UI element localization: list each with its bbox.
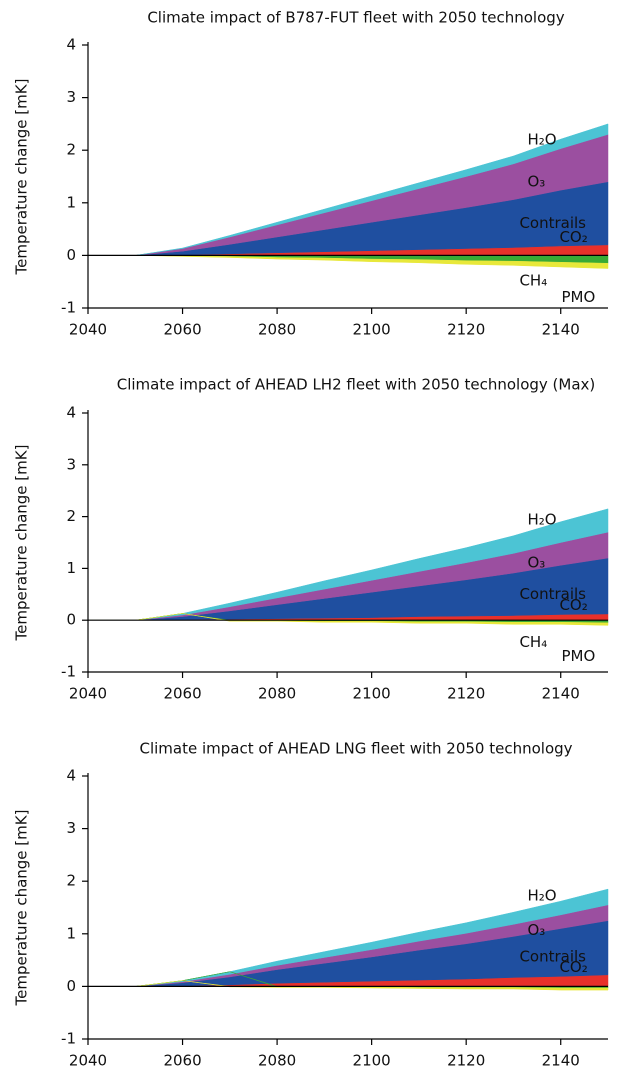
y-tick-label: 1	[66, 559, 76, 577]
y-tick-label: 4	[66, 404, 76, 422]
x-tick-label: 2140	[542, 321, 580, 339]
x-tick-label: 2040	[69, 321, 107, 339]
x-tick-label: 2100	[353, 1052, 391, 1070]
y-axis-label: Temperature change [mK]	[13, 79, 31, 276]
series-label: CO₂	[559, 228, 587, 246]
series-label: CH₄	[519, 272, 547, 290]
x-tick-label: 2100	[353, 321, 391, 339]
series-label: H₂O	[527, 510, 556, 528]
y-tick-label: 3	[66, 88, 76, 106]
y-tick-label: 4	[66, 36, 76, 54]
series-label: PMO	[561, 288, 595, 306]
x-tick-label: 2120	[447, 1052, 485, 1070]
y-axis-label: Temperature change [mK]	[13, 445, 31, 642]
x-tick-label: 2140	[542, 685, 580, 703]
area-band	[88, 255, 609, 269]
x-tick-label: 2080	[258, 1052, 296, 1070]
area-band	[88, 971, 609, 989]
area-band	[88, 888, 609, 987]
x-tick-label: 2040	[69, 1052, 107, 1070]
x-tick-label: 2060	[163, 685, 201, 703]
series-label: O₃	[527, 554, 545, 572]
x-tick-label: 2120	[447, 321, 485, 339]
y-tick-label: 0	[66, 246, 76, 264]
x-tick-label: 2040	[69, 685, 107, 703]
series-label: CO₂	[559, 958, 587, 976]
y-tick-label: -1	[61, 1030, 76, 1048]
chart-title: Climate impact of AHEAD LNG fleet with 2…	[139, 740, 572, 758]
series-label: H₂O	[527, 130, 556, 148]
series-label: PMO	[561, 647, 595, 665]
series-label: Contrails	[519, 947, 586, 965]
y-tick-label: 0	[66, 977, 76, 995]
chart-title: Climate impact of AHEAD LH2 fleet with 2…	[117, 376, 596, 394]
y-tick-label: 3	[66, 455, 76, 473]
y-tick-label: -1	[61, 663, 76, 681]
x-tick-label: 2140	[542, 1052, 580, 1070]
y-tick-label: 1	[66, 193, 76, 211]
series-label: Contrails	[519, 585, 586, 603]
x-tick-label: 2100	[353, 685, 391, 703]
series-label: H₂O	[527, 887, 556, 905]
x-tick-label: 2060	[163, 321, 201, 339]
y-tick-label: 3	[66, 819, 76, 837]
area-band	[88, 508, 609, 621]
y-tick-label: 2	[66, 872, 76, 890]
x-tick-label: 2060	[163, 1052, 201, 1070]
series-label: CH₄	[519, 633, 547, 651]
y-tick-label: 1	[66, 924, 76, 942]
chart-title: Climate impact of B787-FUT fleet with 20…	[147, 9, 564, 27]
series-label: Contrails	[519, 214, 586, 232]
series-label: O₃	[527, 172, 545, 190]
y-tick-label: 2	[66, 141, 76, 159]
y-axis-label: Temperature change [mK]	[13, 810, 31, 1007]
y-tick-label: 0	[66, 611, 76, 629]
x-tick-label: 2120	[447, 685, 485, 703]
area-band	[88, 123, 609, 256]
y-tick-label: 2	[66, 507, 76, 525]
y-tick-label: -1	[61, 299, 76, 317]
series-label: O₃	[527, 921, 545, 939]
y-tick-label: 4	[66, 767, 76, 785]
x-tick-label: 2080	[258, 321, 296, 339]
series-label: CO₂	[559, 596, 587, 614]
x-tick-label: 2080	[258, 685, 296, 703]
